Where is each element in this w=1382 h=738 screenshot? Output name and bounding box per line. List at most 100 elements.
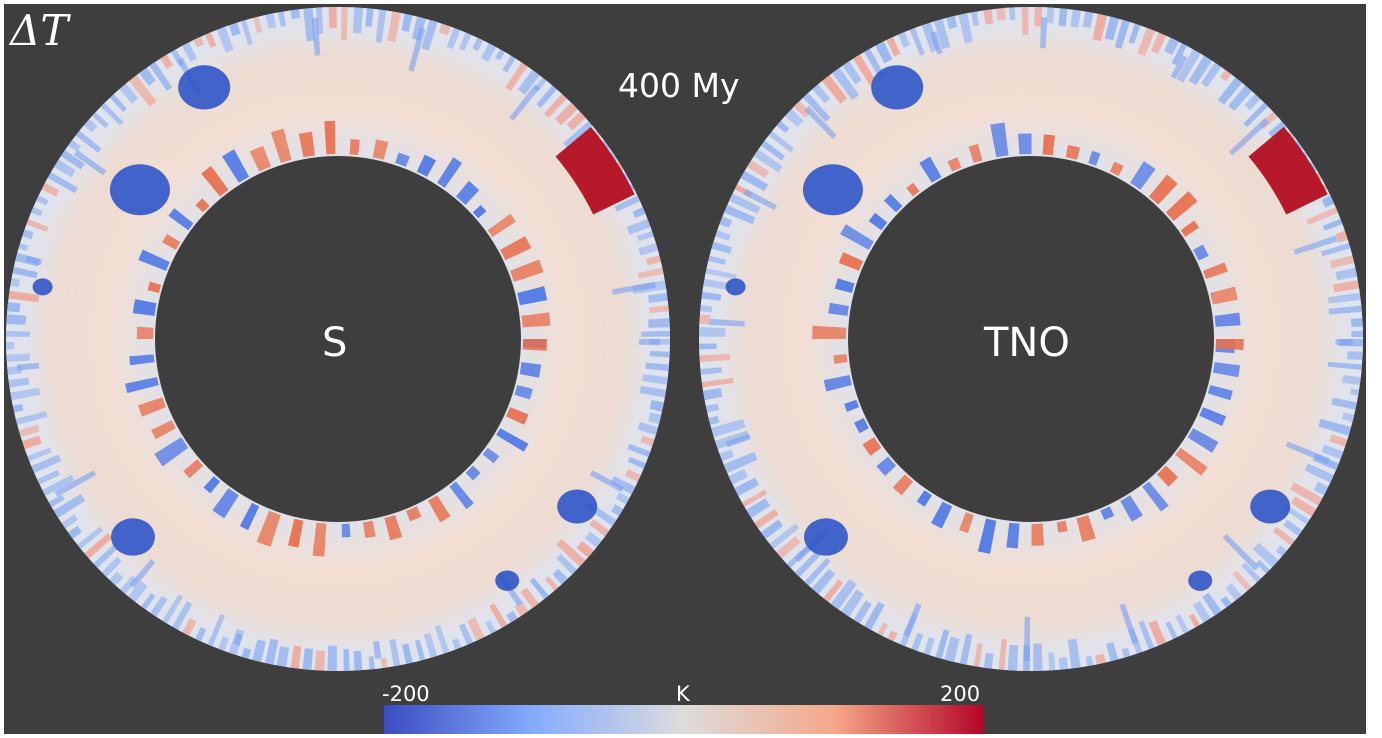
- outer-boundary-streak: [719, 449, 734, 462]
- cold-plume: [132, 299, 157, 316]
- outer-boundary-streak: [584, 531, 602, 548]
- outer-boundary-streak: [1272, 526, 1295, 546]
- cold-plume: [919, 156, 942, 183]
- outer-boundary-streak: [375, 9, 387, 43]
- outer-boundary-streak: [776, 120, 790, 134]
- outer-boundary-streak: [1082, 11, 1094, 28]
- outer-boundary-streak: [1347, 351, 1363, 361]
- outer-boundary-streak: [1283, 519, 1303, 537]
- outer-boundary-streak: [495, 49, 505, 61]
- outer-boundary-streak: [554, 102, 578, 126]
- outer-boundary-streak: [768, 131, 794, 153]
- outer-boundary-streak: [637, 230, 654, 242]
- outer-boundary-streak: [7, 302, 21, 313]
- outer-boundary-streak: [700, 305, 713, 313]
- outer-boundary-streak: [31, 207, 43, 217]
- outer-boundary-streak: [27, 447, 52, 462]
- outer-boundary-streak: [1201, 62, 1222, 88]
- outer-boundary-streak: [734, 477, 759, 496]
- outer-boundary-streak: [109, 94, 127, 112]
- outer-boundary-streak: [182, 618, 197, 636]
- outer-boundary-streak: [708, 255, 726, 265]
- cold-plume: [212, 488, 239, 519]
- hot-plume: [183, 459, 204, 479]
- outer-boundary-streak: [1217, 77, 1243, 105]
- downwelling-sheet: [408, 27, 426, 72]
- hot-plume: [298, 131, 315, 158]
- outer-boundary-streak: [195, 627, 207, 642]
- outer-boundary-streak: [1335, 230, 1348, 243]
- outer-boundary-streak: [520, 587, 539, 609]
- panel-s: [6, 7, 670, 671]
- outer-boundary-streak: [708, 415, 720, 425]
- outer-boundary-streak: [723, 451, 758, 473]
- outer-boundary-streak: [911, 632, 924, 651]
- outer-boundary-streak: [1252, 542, 1279, 568]
- outer-boundary-streak: [75, 130, 102, 153]
- outer-boundary-streak: [402, 643, 413, 664]
- outer-boundary-streak: [556, 538, 586, 567]
- outer-boundary-streak: [699, 353, 731, 363]
- outer-boundary-streak: [886, 37, 901, 57]
- outer-boundary-streak: [776, 536, 801, 559]
- hot-plume: [959, 512, 974, 533]
- outer-boundary-streak: [22, 229, 34, 240]
- outer-boundary-streak: [458, 32, 472, 51]
- outer-boundary-streak: [563, 121, 593, 148]
- outer-boundary-streak: [614, 195, 641, 212]
- outer-boundary-streak: [804, 557, 831, 586]
- cold-plume: [138, 249, 170, 271]
- outer-boundary-streak: [1320, 243, 1351, 257]
- downwelling-sheet: [129, 559, 156, 589]
- outer-boundary-streak: [1327, 361, 1363, 370]
- outer-boundary-streak: [12, 266, 38, 279]
- downwelling-sheet: [1170, 54, 1188, 80]
- outer-boundary-streak: [162, 594, 184, 624]
- cold-plume: [1142, 481, 1169, 512]
- outer-boundary-streak: [290, 645, 302, 669]
- cold-anomaly-blob: [557, 489, 598, 524]
- downwelling-sheet: [1222, 533, 1260, 571]
- outer-boundary-streak: [793, 100, 811, 118]
- outer-boundary-streak: [328, 7, 337, 29]
- outer-boundary-streak: [864, 601, 885, 630]
- outer-boundary-streak: [649, 305, 669, 314]
- outer-boundary-streak: [387, 11, 401, 43]
- outer-boundary-streak: [1283, 504, 1310, 525]
- outer-boundary-streak: [853, 600, 872, 624]
- hot-plume: [1180, 220, 1200, 237]
- outer-boundary-streak: [802, 92, 831, 122]
- downwelling-sheet: [590, 470, 625, 493]
- outer-boundary-streak: [36, 195, 49, 206]
- cold-plume: [496, 428, 529, 452]
- outer-boundary-streak: [1106, 642, 1119, 662]
- hot-plume: [1056, 520, 1068, 533]
- hot-plume: [510, 259, 544, 282]
- outer-boundary-streak: [703, 388, 723, 401]
- cold-plume: [168, 208, 194, 231]
- cold-plume: [1006, 522, 1020, 549]
- hot-anomaly: [1248, 126, 1328, 215]
- outer-boundary-streak: [452, 638, 462, 650]
- hot-plume: [1076, 514, 1096, 543]
- downwelling-sheet: [17, 362, 40, 371]
- outer-boundary-streak: [172, 600, 193, 630]
- outer-boundary-streak: [1121, 647, 1131, 658]
- outer-boundary-streak: [265, 13, 277, 29]
- outer-boundary-streak: [615, 492, 630, 505]
- outer-boundary-streak: [529, 577, 549, 600]
- outer-boundary-streak: [1092, 13, 1108, 42]
- cold-plume: [883, 193, 903, 213]
- outer-boundary-streak: [92, 112, 109, 129]
- outer-boundary-streak: [536, 85, 557, 108]
- outer-boundary-streak: [700, 367, 723, 375]
- outer-boundary-streak: [1321, 195, 1335, 208]
- outer-boundary-streak: [207, 614, 226, 647]
- outer-boundary-streak: [998, 638, 1007, 670]
- outer-boundary-streak: [77, 526, 104, 549]
- outer-boundary-streak: [61, 514, 78, 529]
- outer-boundary-streak: [641, 374, 668, 385]
- outer-boundary-streak: [26, 219, 49, 232]
- outer-boundary-streak: [467, 617, 485, 641]
- outer-boundary-streak: [1171, 43, 1187, 66]
